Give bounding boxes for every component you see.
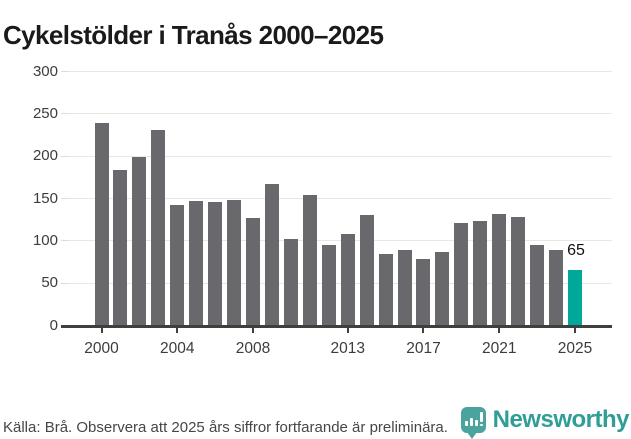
bar-2003 [151, 130, 166, 325]
y-axis-tick-200 [61, 155, 68, 157]
bar-2006 [208, 202, 223, 325]
x-axis-tick-2004 [176, 327, 179, 333]
gridline-200 [68, 155, 612, 157]
x-axis-label-2000: 2000 [84, 340, 119, 357]
bar-2017 [416, 258, 431, 325]
y-axis-label-200: 200 [32, 147, 58, 165]
bar-2001 [113, 170, 128, 325]
bar-2005 [189, 201, 204, 325]
y-axis-tick-50 [61, 282, 68, 284]
bar-2023 [530, 245, 545, 325]
y-axis-label-0: 0 [49, 316, 58, 334]
bar-chart-speech-bubble-icon [460, 407, 486, 439]
bar-2000 [94, 123, 109, 325]
bar-2024 [549, 250, 564, 325]
y-axis-tick-150 [61, 198, 68, 199]
y-axis-tick-0 [61, 325, 68, 328]
logo-exclamation-dot [479, 424, 483, 426]
y-axis-tick-250 [61, 113, 68, 115]
bar-2004 [170, 204, 185, 325]
x-axis-label-2008: 2008 [235, 340, 271, 357]
logo-bar-medium [474, 420, 478, 426]
y-axis-tick-100 [61, 240, 68, 242]
bar-2014 [359, 214, 374, 325]
bar-2012 [321, 245, 336, 325]
gridline-300 [68, 71, 612, 72]
bar-2021 [492, 214, 507, 325]
bar-2010 [283, 239, 298, 325]
x-axis-label-2025: 2025 [557, 340, 593, 357]
x-axis-line [68, 325, 612, 328]
x-axis-tick-2017 [422, 327, 425, 333]
bar-2011 [302, 195, 317, 325]
bar-2007 [227, 199, 242, 325]
gridline-250 [68, 113, 612, 115]
bar-2019 [454, 223, 469, 325]
highlight-value-label: 65 [567, 241, 585, 259]
x-axis-tick-2013 [346, 327, 349, 333]
bar-2015 [378, 253, 393, 325]
bar-2016 [397, 249, 412, 325]
x-axis-label-2021: 2021 [481, 340, 517, 357]
bar-2025 [568, 269, 582, 325]
bar-2022 [511, 217, 526, 325]
gridline-50 [68, 282, 612, 284]
y-axis-label-150: 150 [32, 189, 58, 207]
x-axis-tick-2021 [498, 327, 501, 333]
bar-2018 [435, 252, 450, 325]
logo-bar-small [464, 421, 468, 426]
y-axis-label-300: 300 [32, 62, 58, 80]
y-axis-tick-300 [61, 71, 68, 72]
bar-2008 [246, 218, 261, 325]
y-axis-label-250: 250 [32, 104, 58, 122]
gridline-100 [68, 240, 612, 242]
logo-bar-tall [469, 418, 473, 426]
logo-bubble-tail [466, 432, 477, 439]
x-axis-tick-2008 [252, 327, 255, 333]
newsworthy-logo[interactable]: Newsworthy [460, 404, 630, 439]
bar-2002 [132, 156, 147, 325]
source-note: Källa: Brå. Observera att 2025 års siffr… [3, 419, 448, 436]
gridline-150 [68, 198, 612, 199]
x-axis-label-2013: 2013 [330, 340, 365, 357]
x-axis-label-2004: 2004 [160, 340, 195, 357]
newsworthy-wordmark: Newsworthy [492, 406, 630, 433]
chart-title: Cykelstölder i Tranås 2000–2025 [3, 20, 384, 51]
x-axis-label-2017: 2017 [406, 340, 441, 357]
y-axis-label-100: 100 [32, 231, 58, 249]
x-axis-tick-2025 [574, 327, 576, 333]
y-axis-label-50: 50 [41, 274, 58, 292]
bar-chart: 0 50 100 150 200 250 300 65 2000 2004 2008 2013 2017… [32, 62, 612, 357]
logo-exclamation-stem [479, 412, 483, 422]
bar-2020 [473, 220, 488, 325]
bar-2009 [264, 183, 279, 325]
x-axis-tick-2000 [100, 327, 103, 333]
bar-2013 [340, 233, 355, 325]
